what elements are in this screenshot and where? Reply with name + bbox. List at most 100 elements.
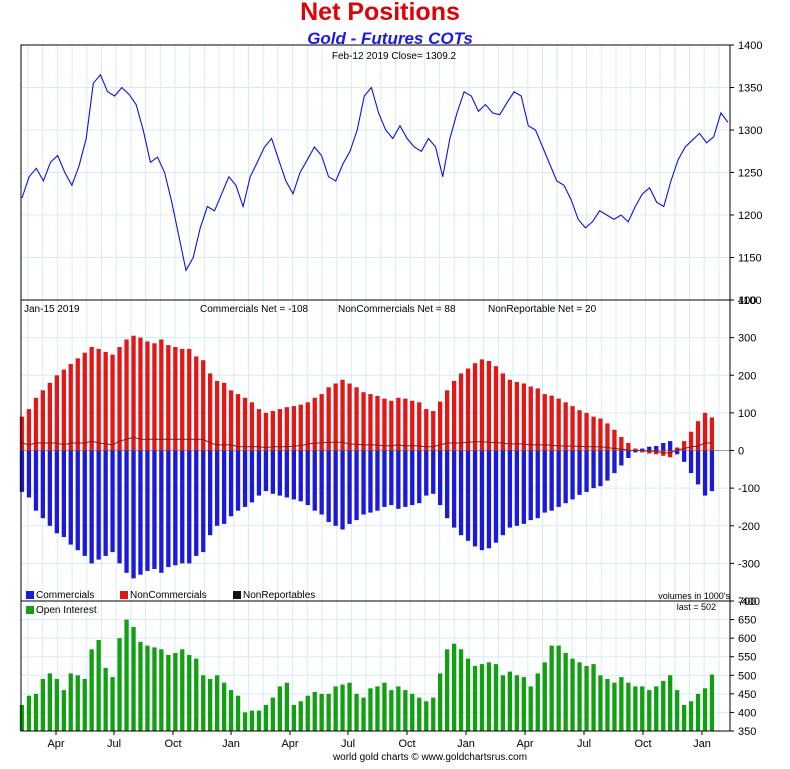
commercials-bar — [131, 450, 136, 579]
last-note: last = 502 — [677, 602, 716, 612]
open-interest-bar — [493, 664, 499, 731]
noncommercials-bar — [472, 363, 478, 451]
commercials-net-caption: Commercials Net = -108 — [200, 304, 309, 315]
noncommercials-bar — [479, 359, 485, 451]
commercials-bar — [235, 450, 241, 511]
open-interest-bar — [110, 677, 115, 731]
open-interest-bar — [319, 693, 324, 731]
open-interest-bar — [82, 679, 87, 731]
open-interest-bar — [382, 682, 387, 731]
noncommercials-bar — [445, 390, 450, 451]
open-interest-bar — [89, 649, 94, 731]
commercials-bar — [535, 450, 540, 519]
noncommercials-bar — [242, 397, 248, 451]
open-interest-bar — [103, 667, 108, 731]
open-interest-bar — [263, 705, 269, 731]
noncommercials-bar — [235, 394, 241, 451]
commercials-bar — [228, 450, 234, 517]
legend-label-noncommercials: NonCommercials — [130, 590, 207, 601]
legend-label-commercials: Commercials — [36, 590, 94, 601]
y-tick-label: -400 — [738, 596, 760, 608]
noncommercials-bar — [131, 335, 136, 451]
y-tick-label: 1100 — [738, 295, 762, 307]
noncommercials-bar — [695, 421, 701, 451]
commercials-bar — [187, 450, 192, 564]
noncommercials-bar — [270, 411, 275, 451]
commercials-bar — [249, 450, 255, 503]
noncommercials-bar — [249, 402, 255, 451]
commercials-bar — [145, 450, 150, 571]
commercials-bar — [389, 450, 394, 506]
noncommercials-bar — [89, 347, 94, 451]
noncommercials-bar — [333, 383, 338, 451]
noncommercials-bar — [605, 423, 610, 451]
nonreportables-line — [21, 436, 712, 454]
commercials-bar — [166, 450, 171, 568]
noncommercials-bar — [159, 339, 164, 451]
panel-frame — [20, 600, 731, 732]
open-interest-bar — [563, 653, 568, 731]
y-tick-label: 400 — [738, 707, 756, 719]
y-tick-label: -100 — [738, 483, 760, 495]
y-tick-label: -200 — [738, 521, 760, 533]
noncommercials-bar — [612, 429, 617, 451]
x-tick-label: Apr — [516, 738, 533, 750]
noncommercials-bar — [584, 412, 589, 451]
open-interest-bar — [194, 658, 199, 731]
commercials-bar — [159, 450, 164, 573]
y-tick-label: 1350 — [738, 83, 762, 95]
noncommercials-bar — [166, 345, 171, 451]
commercials-bar — [82, 450, 87, 556]
open-interest-bar — [235, 695, 241, 731]
commercials-bar — [702, 450, 708, 496]
commercials-bar — [542, 450, 547, 513]
commercials-bar — [270, 450, 275, 494]
open-interest-bar — [159, 649, 164, 731]
y-tick-label: 600 — [738, 633, 756, 645]
open-interest-bar — [612, 682, 617, 731]
commercials-bar — [194, 450, 199, 556]
open-interest-bar — [138, 641, 143, 731]
noncommercials-bar — [633, 448, 638, 451]
x-tick-label: Oct — [164, 738, 181, 750]
open-interest-bar — [654, 686, 659, 731]
noncommercials-bar — [326, 387, 331, 451]
commercials-bar — [256, 450, 262, 496]
commercials-bar — [417, 450, 422, 504]
open-interest-bar — [577, 662, 582, 731]
open-interest-bar — [145, 645, 150, 731]
noncommercials-bar — [654, 450, 659, 455]
y-tick-label: 350 — [738, 726, 756, 738]
noncommercials-bar — [61, 369, 66, 451]
open-interest-bar — [591, 664, 596, 731]
y-tick-label: 500 — [738, 670, 756, 682]
commercials-bar — [124, 450, 129, 573]
noncommercials-bar — [521, 383, 526, 451]
commercials-bar — [528, 450, 533, 521]
chart-subtitle: Gold - Futures COTs — [307, 29, 473, 48]
noncommercials-bar — [549, 395, 554, 451]
open-interest-bar — [19, 705, 25, 731]
noncommercials-bar — [33, 397, 39, 451]
open-interest-bar — [201, 675, 206, 731]
commercials-bar — [180, 450, 185, 564]
commercials-bar — [26, 450, 32, 498]
open-interest-bar — [40, 679, 45, 731]
mark-layer — [19, 73, 730, 731]
commercials-bar — [277, 450, 282, 496]
x-tick-label: Jul — [107, 738, 121, 750]
legend-label-open-interest: Open Interest — [36, 605, 97, 616]
open-interest-bar — [702, 688, 708, 731]
noncommercials-bar — [598, 418, 603, 451]
legend-label-nonreportables: NonReportables — [243, 590, 315, 601]
commercials-bar — [598, 450, 603, 487]
noncommercials-bar — [431, 411, 436, 451]
frame-layer: 1100 1150 1200 1250 1300 1350 1400 -400 -300 -200… — [20, 40, 762, 750]
commercials-bar — [89, 450, 94, 564]
open-interest-bar — [347, 682, 352, 731]
noncommercials-bar — [180, 348, 185, 451]
price-line — [21, 73, 729, 272]
noncommercials-bar — [291, 406, 296, 451]
noncommercials-bar — [640, 450, 645, 453]
open-interest-bar — [417, 697, 422, 731]
